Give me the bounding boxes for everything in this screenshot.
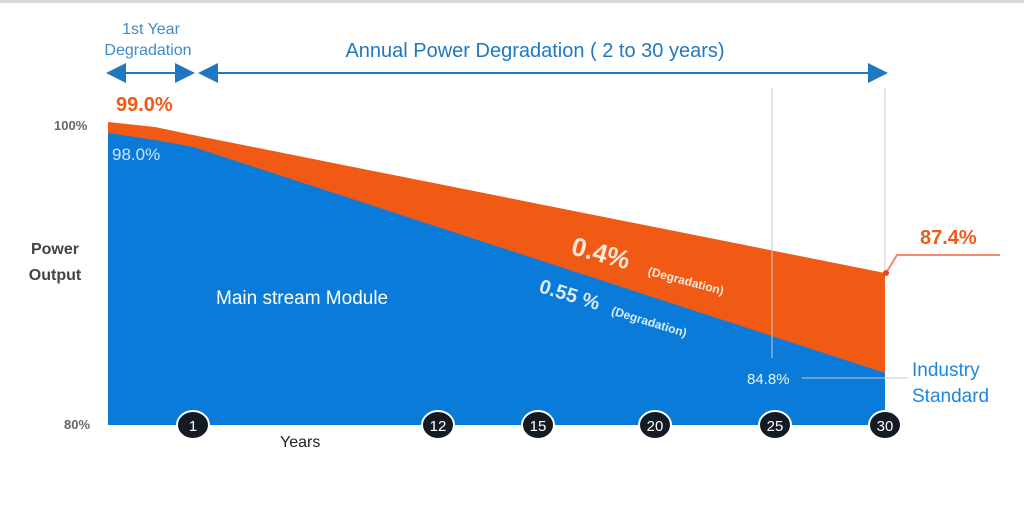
x-tick-label-20: 20: [647, 418, 664, 435]
x-tick-label-30: 30: [877, 418, 894, 435]
y-label-2: Output: [29, 267, 82, 284]
mainstream-area: [108, 133, 885, 425]
orange-start-label: 99.0%: [116, 94, 173, 116]
x-tick-marker-1: [176, 410, 210, 440]
industry-label-1: Industry: [912, 360, 980, 381]
x-tick-label-1: 1: [189, 418, 197, 435]
first-year-label-1: 1st Year: [122, 21, 181, 38]
top-border: [0, 0, 1024, 3]
blue-end-label: 84.8%: [747, 371, 790, 388]
x-tick-marker-12: [421, 410, 455, 440]
chart-title: Annual Power Degradation ( 2 to 30 years…: [345, 40, 724, 62]
orange-end-leader: [885, 254, 1000, 274]
blue-start-label: 98.0%: [112, 145, 160, 164]
x-tick-marker-30: [868, 410, 902, 440]
x-tick-label-25: 25: [767, 418, 784, 435]
x-tick-marker-20: [638, 410, 672, 440]
orange-end-label: 87.4%: [920, 227, 977, 249]
x-tick-marker-25: [758, 410, 792, 440]
x-tick-label-12: 12: [430, 418, 447, 435]
orange-end-point: [883, 270, 889, 276]
y-label-1: Power: [31, 241, 79, 258]
x-tick-marker-15: [521, 410, 555, 440]
x-tick-label-15: 15: [530, 418, 547, 435]
main-stream-label: Main stream Module: [216, 288, 388, 309]
y-tick-100: 100%: [54, 118, 88, 133]
y-tick-80: 80%: [64, 417, 90, 432]
x-axis-label: Years: [280, 434, 320, 451]
first-year-label-2: Degradation: [104, 42, 191, 59]
industry-label-2: Standard: [912, 386, 989, 407]
